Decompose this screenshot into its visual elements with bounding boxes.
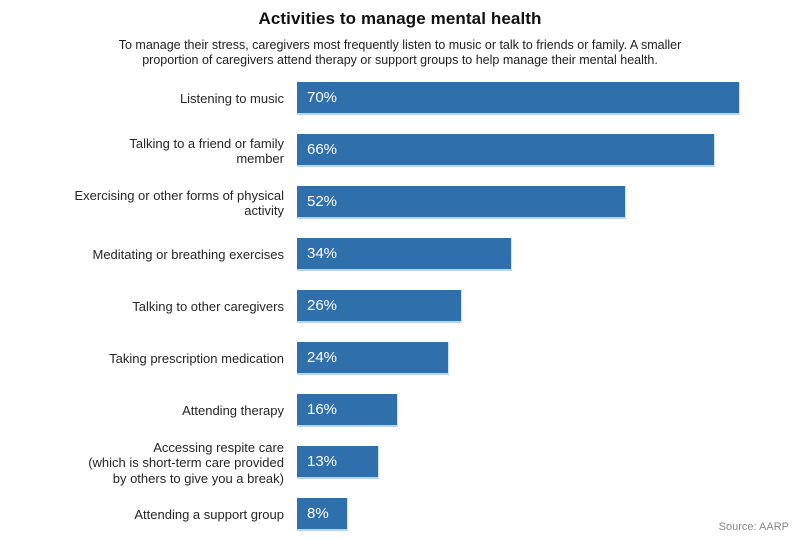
chart-subtitle: To manage their stress, caregivers most … xyxy=(118,38,682,68)
category-label: Listening to music xyxy=(179,91,284,107)
bar: 24% xyxy=(297,341,449,375)
value-label: 66% xyxy=(307,140,338,158)
bar-row: Accessing respite care (which is short-t… xyxy=(0,440,800,486)
bar-track: 13% xyxy=(297,445,800,481)
bar-track: 66% xyxy=(297,133,800,169)
value-label: 70% xyxy=(307,88,338,106)
value-label: 26% xyxy=(307,296,338,314)
category-label: Attending a support group xyxy=(134,507,284,523)
value-label: 8% xyxy=(307,504,329,522)
bar: 16% xyxy=(297,393,398,427)
bar: 26% xyxy=(297,289,462,323)
bar-track: 8% xyxy=(297,497,800,533)
bar: 52% xyxy=(297,185,626,219)
bar: 13% xyxy=(297,445,379,479)
value-label: 52% xyxy=(307,192,338,210)
category-label: Meditating or breathing exercises xyxy=(92,247,285,263)
category-label: Exercising or other forms of physical ac… xyxy=(74,187,284,218)
bar-track: 24% xyxy=(297,341,800,377)
bar: 66% xyxy=(297,133,715,167)
bar-track: 16% xyxy=(297,393,800,429)
bar: 34% xyxy=(297,237,512,271)
category-label: Talking to a friend or family member xyxy=(129,135,284,166)
bar-track: 52% xyxy=(297,185,800,221)
bar-row: Talking to a friend or family member 66% xyxy=(0,133,800,169)
bar-row: Taking prescription medication 24% xyxy=(0,341,800,377)
bar: 70% xyxy=(297,81,740,115)
source-attribution: Source: AARP xyxy=(718,521,789,533)
bar-track: 70% xyxy=(297,81,800,117)
bar-track: 34% xyxy=(297,237,800,273)
bar-row: Attending a support group 8% xyxy=(0,497,800,533)
category-label: Accessing respite care (which is short-t… xyxy=(88,440,284,486)
bar-track: 26% xyxy=(297,289,800,325)
chart-title: Activities to manage mental health xyxy=(258,9,542,28)
category-label: Attending therapy xyxy=(182,403,284,419)
bar-row: Meditating or breathing exercises 34% xyxy=(0,237,800,273)
bar-row: Talking to other caregivers 26% xyxy=(0,289,800,325)
category-label: Taking prescription medication xyxy=(109,351,284,367)
category-label: Talking to other caregivers xyxy=(132,299,284,315)
value-label: 34% xyxy=(307,244,338,262)
value-label: 16% xyxy=(307,400,338,418)
bar-chart: Listening to music 70% Talking to a frie… xyxy=(0,81,800,533)
bar-row: Attending therapy 16% xyxy=(0,393,800,429)
value-label: 13% xyxy=(307,452,338,470)
bar-row: Exercising or other forms of physical ac… xyxy=(0,185,800,221)
bar-row: Listening to music 70% xyxy=(0,81,800,117)
bar: 8% xyxy=(297,497,348,531)
value-label: 24% xyxy=(307,348,338,366)
